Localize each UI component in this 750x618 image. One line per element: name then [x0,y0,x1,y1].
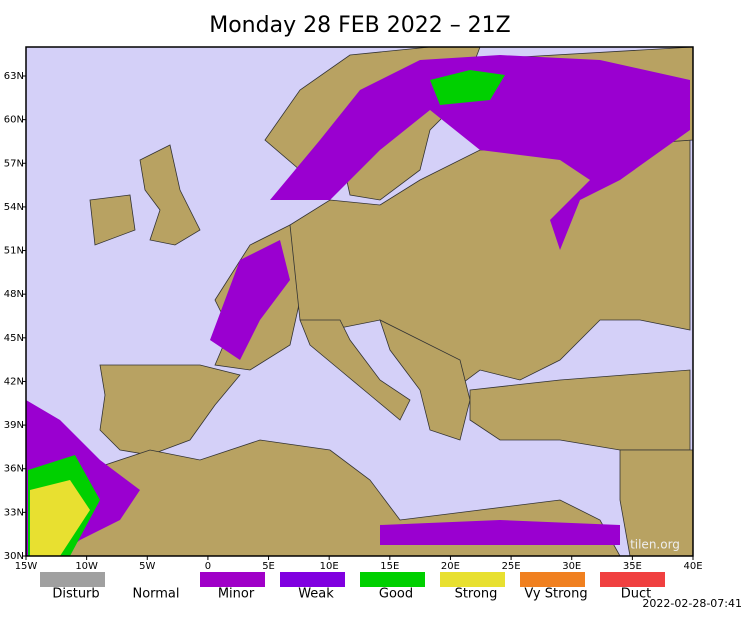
map: tilen.org [25,46,694,557]
lat-label: 54N [4,202,24,213]
lat-label: 57N [4,158,24,169]
legend-label: Strong [455,587,498,602]
legend-label: Disturb [52,587,99,602]
legend-swatch [360,572,425,587]
minor-area [380,520,620,545]
legend-swatch [600,572,665,587]
title: Monday 28 FEB 2022 – 21Z [209,13,511,38]
legend-label: Duct [621,587,652,602]
legend-swatch [280,572,345,587]
legend-label: Good [379,587,413,602]
lat-label: 30N [4,551,24,562]
minor-area [270,55,690,250]
lon-label: 0 [205,561,211,572]
lat-label: 51N [4,246,24,257]
lat-label: 39N [4,420,24,431]
lon-label: 25E [502,561,521,572]
lat-label: 33N [4,507,24,518]
lon-label: 10W [75,561,98,572]
lon-label: 35E [623,561,642,572]
good-area [430,70,505,105]
legend-label: Vy Strong [524,587,587,602]
lon-label: 15W [15,561,38,572]
legend-label: Normal [132,587,179,602]
watermark: tilen.org [630,538,680,552]
lon-label: 5W [139,561,155,572]
lat-label: 42N [4,376,24,387]
lat-label: 48N [4,289,24,300]
lon-label: 40E [683,561,702,572]
legend-swatch [440,572,505,587]
lon-label: 10E [320,561,339,572]
lat-label: 63N [4,71,24,82]
ducting-areas [26,55,690,556]
balkans [379,319,471,441]
lon-label: 20E [441,561,460,572]
legend-swatch [520,572,585,587]
lat-label: 45N [4,333,24,344]
legend-label: Minor [218,587,255,602]
strong-area [30,480,90,556]
italy [299,319,411,421]
minor-area [210,240,290,360]
legend-swatch [200,572,265,587]
lat-label: 60N [4,115,24,126]
legend-label: Weak [298,587,334,602]
lon-label: 15E [380,561,399,572]
ireland [89,194,136,246]
lon-label: 30E [562,561,581,572]
legend-swatch [40,572,105,587]
lat-label: 36N [4,464,24,475]
lon-label: 5E [262,561,275,572]
timestamp: 2022-02-28-07:41 [642,597,742,610]
britain [139,144,201,246]
map-frame [25,46,694,557]
iberia [99,364,241,456]
